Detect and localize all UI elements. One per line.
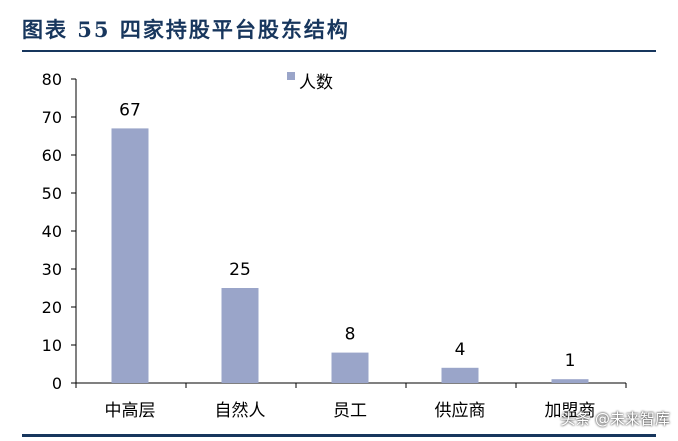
bar-series: 67 25 8 4 1 [111,100,589,383]
bar-value-label: 25 [229,260,251,280]
bar [111,128,149,383]
bar [441,367,479,383]
x-category-label: 供应商 [435,401,486,421]
x-category-label: 加盟商 [545,401,596,421]
x-category-label: 自然人 [215,401,266,421]
watermark: 头条 @未来智库 [560,410,670,428]
y-tick-label: 80 [42,70,62,89]
bar [551,379,589,383]
y-tick-label: 0 [52,374,62,393]
bar-value-label: 8 [345,325,356,345]
y-tick-label: 60 [42,146,62,165]
y-tick-label: 70 [42,108,62,127]
y-tick-label: 50 [42,184,62,203]
y-tick-label: 30 [42,260,62,279]
y-tick-label: 20 [42,298,62,317]
bar [331,352,369,383]
bar-value-label: 67 [119,100,141,120]
y-tick-label: 40 [42,222,62,241]
legend: 人数 [287,72,333,93]
y-tick-label: 10 [42,336,62,355]
figure-title: 图表 55 四家持股平台股东结构 [22,17,350,42]
title-divider [22,50,656,52]
x-axis: 中高层 自然人 员工 供应商 加盟商 [75,382,627,421]
y-axis: 0 10 20 30 40 50 60 70 80 [42,70,77,393]
x-category-label: 中高层 [105,401,156,421]
x-category-label: 员工 [333,401,367,421]
bar-value-label: 4 [455,340,466,360]
legend-label: 人数 [299,73,333,93]
bar [221,288,259,383]
bottom-divider [22,434,656,437]
legend-swatch [287,72,295,80]
bar-value-label: 1 [565,351,576,371]
